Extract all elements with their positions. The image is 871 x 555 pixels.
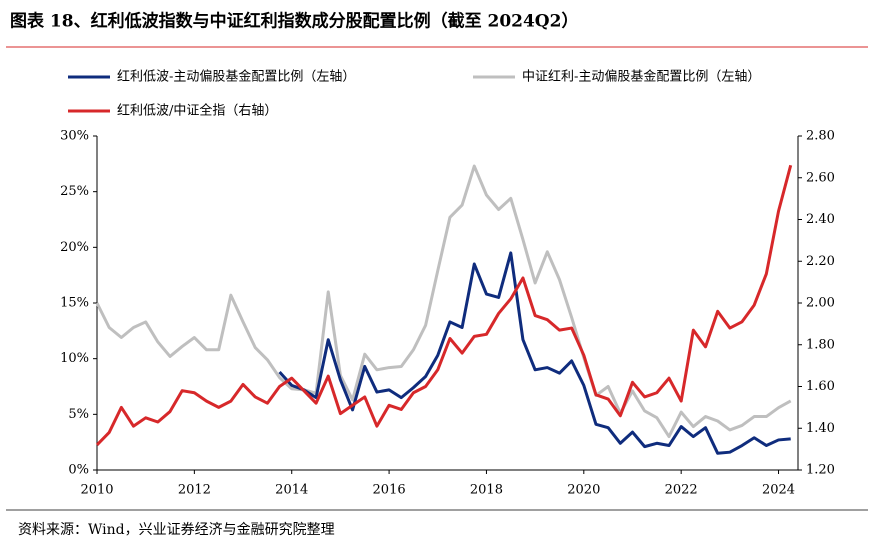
y2-tick-label: 2.00: [806, 296, 835, 311]
series-line: [278, 251, 791, 455]
y2-tick-label: 2.80: [806, 129, 835, 144]
y2-tick-label: 1.40: [806, 421, 835, 436]
legend-label: 红利低波/中证全指（右轴）: [117, 103, 277, 119]
series-line: [95, 164, 792, 439]
y-tick-label: 15%: [60, 296, 89, 311]
x-tick-label: 2024: [762, 483, 795, 498]
y-tick-label: 20%: [60, 240, 89, 255]
x-tick-label: 2022: [665, 483, 698, 498]
legend-label: 红利低波-主动偏股基金配置比例（左轴）: [117, 69, 355, 85]
y-tick-label: 30%: [60, 129, 89, 144]
source-note: 资料来源：Wind，兴业证券经济与金融研究院整理: [18, 522, 335, 538]
x-tick-label: 2012: [178, 483, 211, 498]
y-tick-label: 5%: [68, 407, 89, 422]
y-tick-label: 25%: [60, 184, 89, 199]
legend-label: 中证红利-主动偏股基金配置比例（左轴）: [522, 69, 760, 85]
chart-title: 图表 18、红利低波指数与中证红利指数成分股配置比例（截至 2024Q2）: [10, 11, 578, 32]
x-tick-label: 2020: [567, 483, 600, 498]
x-tick-label: 2018: [470, 483, 503, 498]
x-tick-label: 2014: [275, 483, 308, 498]
y2-tick-label: 1.80: [806, 337, 835, 352]
y2-tick-label: 1.60: [806, 379, 835, 394]
x-tick-label: 2016: [373, 483, 406, 498]
y-tick-label: 10%: [60, 351, 89, 366]
x-tick-label: 2010: [80, 483, 113, 498]
y2-tick-label: 2.40: [806, 212, 835, 227]
y2-tick-label: 2.60: [806, 170, 835, 185]
y2-tick-label: 1.20: [806, 463, 835, 478]
y2-tick-label: 2.20: [806, 254, 835, 269]
y-tick-label: 0%: [68, 463, 89, 478]
series-line: [95, 164, 793, 446]
